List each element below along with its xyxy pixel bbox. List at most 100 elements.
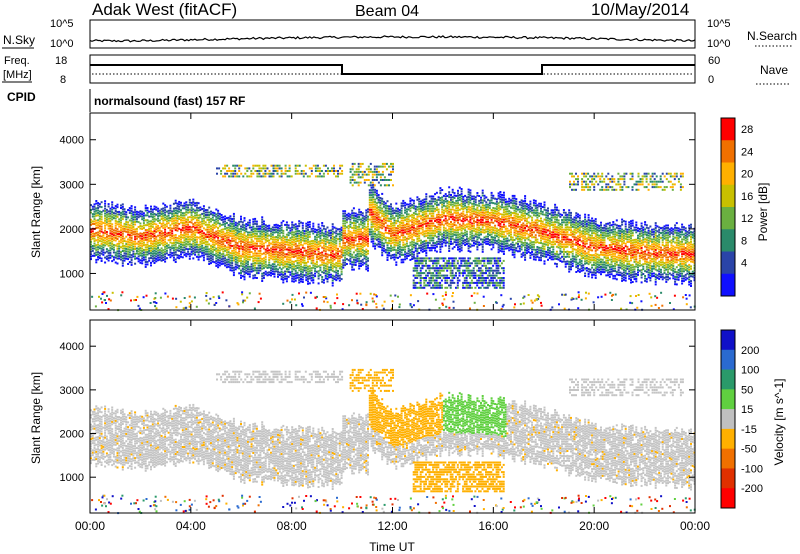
- echo-cell: [141, 215, 144, 218]
- echo-cell: [534, 219, 537, 222]
- echo-cell: [130, 234, 133, 237]
- echo-cell: [379, 219, 382, 222]
- echo-cell: [430, 239, 433, 242]
- echo-cell: [120, 219, 122, 222]
- echo-cell: [402, 217, 405, 219]
- echo-cell: [185, 211, 188, 214]
- echo-cell: [381, 239, 384, 242]
- echo-cell: [292, 234, 295, 236]
- echo-cell: [97, 221, 100, 224]
- echo-cell: [405, 237, 408, 240]
- echo-cell: [483, 214, 486, 217]
- echo-cell: [248, 236, 251, 239]
- echo-cell: [360, 245, 362, 248]
- echo-cell: [111, 242, 114, 245]
- echo-cell: [497, 251, 500, 254]
- echo-cell: [314, 272, 317, 275]
- echo-cell: [322, 281, 325, 284]
- echo-cell: [450, 196, 452, 199]
- echo-cell: [266, 249, 269, 252]
- echo-cell: [541, 220, 544, 223]
- echo-cell: [354, 222, 357, 225]
- echo-cell: [337, 247, 339, 250]
- echo-cell: [289, 246, 292, 249]
- echo-cell: [240, 257, 242, 260]
- echo-cell: [330, 266, 332, 269]
- echo-cell: [534, 202, 537, 205]
- echo-cell: [271, 265, 274, 268]
- echo-cell: [446, 214, 449, 217]
- echo-cell: [277, 253, 279, 256]
- echo-cell: [278, 274, 281, 276]
- echo-cell: [407, 215, 410, 218]
- echo-cell: [252, 262, 255, 265]
- echo-cell: [158, 231, 161, 234]
- echo-cell: [354, 237, 357, 239]
- echo-cell: [487, 233, 489, 236]
- echo-cell: [111, 208, 114, 211]
- echo-cell: [480, 243, 482, 246]
- echo-cell: [527, 243, 530, 246]
- echo-cell: [506, 205, 509, 208]
- echo-cell: [289, 244, 292, 247]
- echo-cell: [393, 253, 396, 256]
- echo-cell: [402, 236, 405, 239]
- echo-cell: [183, 234, 186, 237]
- echo-cell: [202, 222, 205, 225]
- echo-cell: [153, 227, 156, 230]
- echo-cell: [458, 216, 461, 219]
- echo-cell: [284, 275, 287, 278]
- echo-cell: [352, 219, 355, 222]
- echo-cell: [397, 244, 399, 247]
- echo-cell: [400, 253, 403, 256]
- echo-cell: [137, 243, 140, 246]
- echo-cell: [340, 229, 343, 232]
- echo-cell: [172, 237, 175, 240]
- echo-cell: [130, 229, 133, 232]
- echo-cell: [199, 206, 202, 209]
- echo-cell: [254, 262, 257, 264]
- echo-cell: [280, 246, 283, 249]
- echo-cell: [105, 211, 108, 214]
- echo-cell: [409, 249, 412, 252]
- echo-cell: [234, 265, 237, 268]
- echo-cell: [225, 246, 228, 249]
- echo-cell: [435, 243, 438, 246]
- echo-cell: [232, 227, 235, 230]
- echo-cell: [317, 250, 320, 253]
- echo-cell: [187, 221, 190, 224]
- echo-cell: [439, 214, 442, 217]
- echo-cell: [291, 245, 294, 248]
- echo-cell: [268, 224, 271, 227]
- echo-cell: [90, 221, 92, 224]
- echo-cell: [146, 260, 149, 263]
- echo-cell: [146, 243, 149, 246]
- echo-cell: [340, 248, 343, 251]
- echo-cell: [497, 231, 500, 234]
- echo-cell: [280, 229, 283, 232]
- echo-cell: [206, 250, 209, 253]
- echo-cell: [347, 217, 350, 220]
- echo-cell: [114, 210, 117, 212]
- echo-cell: [254, 257, 257, 260]
- echo-cell: [467, 222, 470, 225]
- echo-cell: [150, 247, 152, 250]
- echo-cell: [121, 240, 124, 243]
- echo-cell: [287, 253, 290, 256]
- echo-cell: [109, 212, 112, 215]
- echo-cell: [374, 215, 377, 218]
- echo-cell: [259, 249, 262, 252]
- echo-cell: [393, 234, 396, 237]
- echo-cell: [472, 237, 475, 240]
- echo-cell: [494, 229, 497, 232]
- echo-cell: [522, 217, 525, 220]
- echo-cell: [495, 203, 498, 206]
- echo-cell: [527, 204, 530, 207]
- echo-cell: [127, 238, 130, 241]
- echo-cell: [100, 230, 103, 233]
- echo-cell: [315, 231, 318, 234]
- echo-cell: [386, 214, 389, 217]
- echo-cell: [111, 225, 114, 228]
- echo-cell: [172, 219, 175, 222]
- echo-cell: [540, 224, 542, 227]
